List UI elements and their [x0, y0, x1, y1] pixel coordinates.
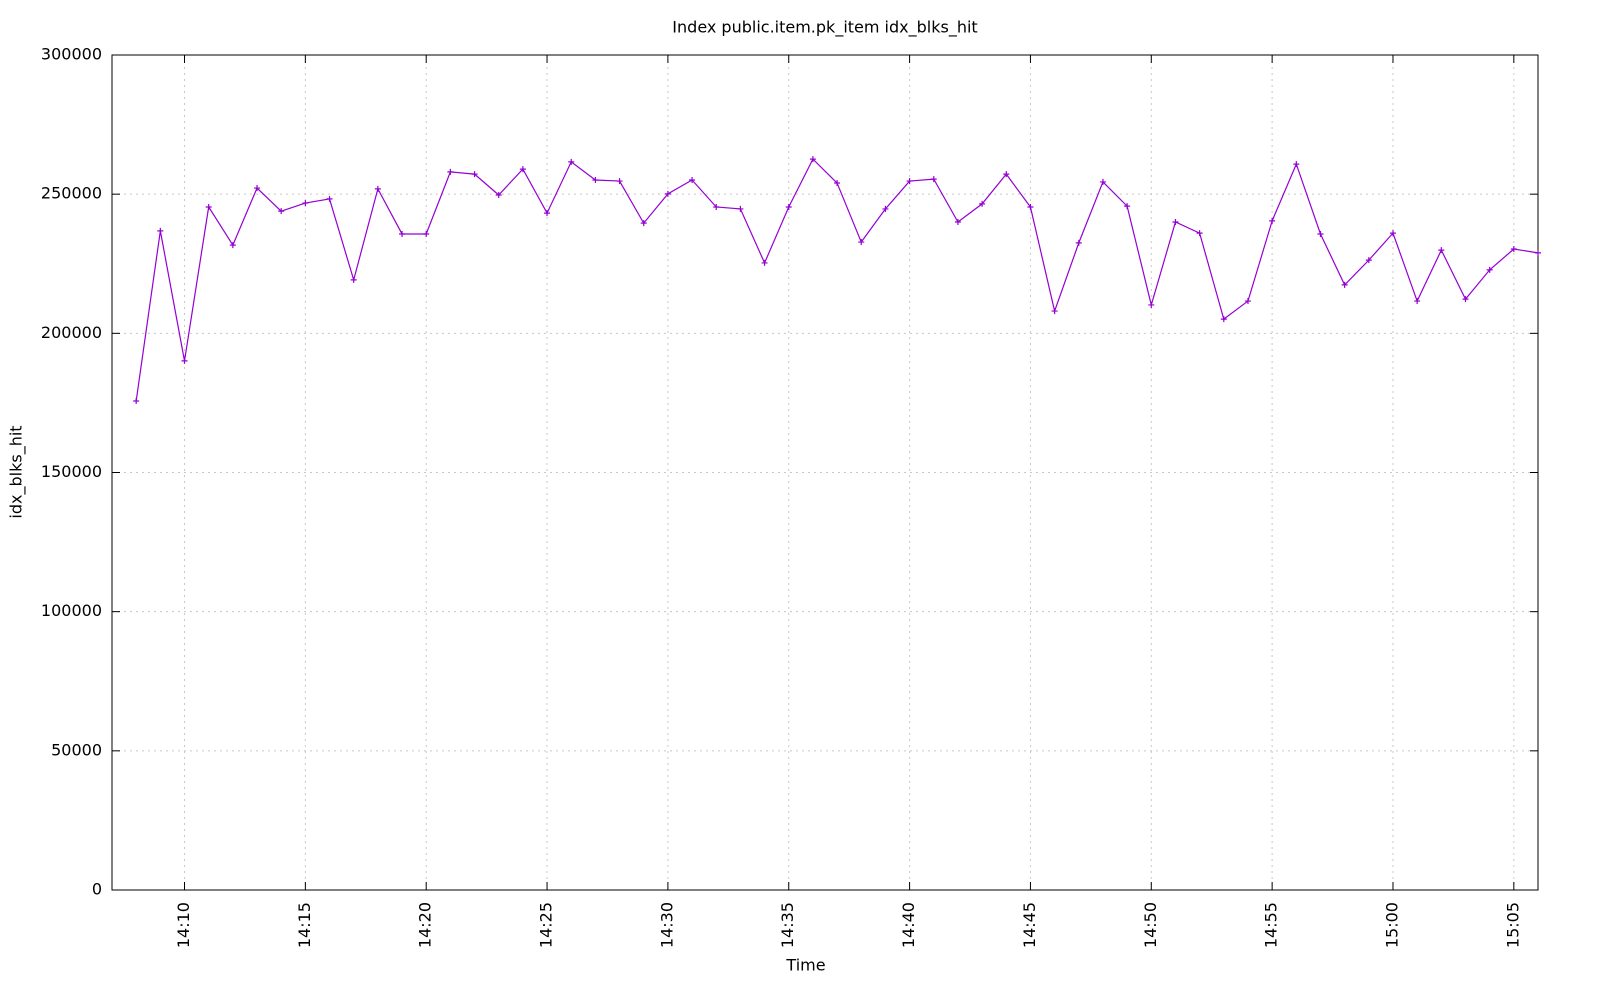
data-point [1269, 217, 1276, 224]
data-point [1099, 178, 1106, 185]
x-tick-label: 14:55 [1262, 902, 1281, 948]
y-axis-label: idx_blks_hit [7, 425, 27, 518]
data-point [447, 168, 454, 175]
data-point [906, 178, 913, 185]
x-tick-label: 15:05 [1503, 902, 1522, 948]
data-point [689, 176, 696, 183]
data-point [640, 220, 647, 227]
y-tick-label: 300000 [41, 45, 102, 64]
y-tick-label: 200000 [41, 323, 102, 342]
data-point [1341, 281, 1348, 288]
data-point [374, 185, 381, 192]
data-point [568, 158, 575, 165]
x-tick-label: 14:50 [1141, 902, 1160, 948]
y-tick-label: 50000 [51, 740, 102, 759]
data-point [471, 171, 478, 178]
data-point [399, 230, 406, 237]
data-point [133, 397, 140, 404]
plot-frame [111, 54, 1539, 891]
x-tick-label: 14:35 [778, 902, 797, 948]
data-point [1462, 296, 1469, 303]
data-point [664, 190, 671, 197]
data-point [1172, 219, 1179, 225]
data-point [858, 239, 865, 246]
data-point [1051, 308, 1058, 315]
data-point [495, 192, 502, 199]
data-point [519, 166, 526, 173]
x-tick-label: 15:00 [1382, 902, 1401, 948]
data-point [1027, 203, 1034, 210]
chart-title: Index public.item.pk_item idx_blks_hit [672, 18, 977, 38]
data-point [1244, 298, 1251, 305]
x-axis-label: Time [785, 956, 825, 975]
data-point [882, 205, 889, 212]
data-point [229, 242, 236, 249]
data-point [592, 176, 599, 183]
data-point [785, 203, 792, 210]
data-point [809, 156, 816, 163]
data-point [1148, 301, 1155, 308]
data-point [834, 180, 841, 187]
data-point [1317, 230, 1324, 237]
data-point [205, 203, 212, 210]
data-line [135, 158, 1539, 402]
data-point [1438, 247, 1445, 254]
data-point [1510, 245, 1517, 252]
data-point [1535, 249, 1541, 256]
data-point [979, 200, 986, 207]
data-point [302, 200, 309, 207]
data-point [1220, 316, 1227, 323]
y-tick-label: 0 [92, 880, 102, 899]
data-point [761, 259, 768, 266]
data-point [1365, 257, 1372, 264]
data-point [544, 210, 551, 217]
x-tick-label: 14:30 [657, 902, 676, 948]
data-point [1124, 203, 1131, 210]
data-point [713, 203, 720, 210]
x-tick-label: 14:15 [295, 902, 314, 948]
data-point [350, 276, 357, 283]
data-point [1389, 230, 1396, 237]
data-point [1486, 266, 1493, 273]
y-tick-label: 250000 [41, 184, 102, 203]
data-point [1414, 298, 1421, 305]
x-tick-label: 14:25 [537, 902, 556, 948]
data-point [1075, 239, 1082, 246]
y-tick-label: 150000 [41, 462, 102, 481]
x-tick-label: 14:10 [174, 902, 193, 948]
data-point [1003, 171, 1010, 178]
data-point [1196, 230, 1203, 237]
data-point [423, 230, 430, 237]
data-point [737, 205, 744, 212]
data-point [181, 357, 188, 364]
x-tick-label: 14:40 [899, 902, 918, 948]
x-tick-label: 14:20 [416, 902, 435, 948]
data-point [326, 195, 333, 202]
data-point [954, 219, 961, 225]
data-point [278, 208, 285, 215]
y-tick-label: 100000 [41, 601, 102, 620]
data-point [157, 227, 164, 234]
data-point [254, 185, 261, 192]
data-point [1293, 161, 1300, 168]
data-point [616, 178, 623, 185]
data-point [930, 176, 937, 183]
x-tick-label: 14:45 [1020, 902, 1039, 948]
